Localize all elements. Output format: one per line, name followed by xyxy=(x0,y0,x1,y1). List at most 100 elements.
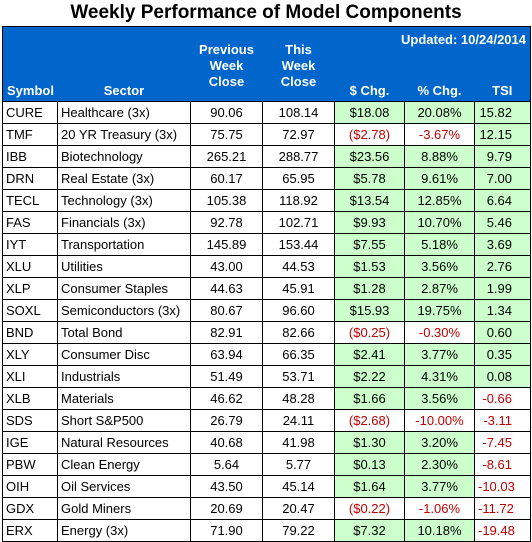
cell-this-close: 45.14 xyxy=(262,475,335,498)
cell-dollar-change: $23.56 xyxy=(334,145,405,168)
cell-sector: Industrials xyxy=(57,365,191,388)
cell-tsi: 1.99 xyxy=(474,277,531,300)
page-title: Weekly Performance of Model Components xyxy=(70,2,462,23)
cell-symbol: SOXL xyxy=(2,299,58,322)
cell-dollar-change: $1.28 xyxy=(334,277,405,300)
cell-tsi: 6.64 xyxy=(474,189,531,212)
cell-symbol: IYT xyxy=(2,233,58,256)
cell-percent-change: -10.00% xyxy=(404,409,475,432)
table-row: BND Total Bond 82.91 82.66 ($0.25) -0.30% 0.60 xyxy=(2,321,531,344)
cell-sector: Biotechnology xyxy=(57,145,191,168)
cell-tsi: -7.45 xyxy=(474,431,531,454)
cell-dollar-change: $15.93 xyxy=(334,299,405,322)
cell-this-close: 20.47 xyxy=(262,497,335,520)
header-symbol: Symbol xyxy=(2,26,58,102)
cell-dollar-change: $2.41 xyxy=(334,343,405,366)
cell-this-close: 65.95 xyxy=(262,167,335,190)
cell-this-close: 48.28 xyxy=(262,387,335,410)
cell-this-close: 108.14 xyxy=(262,101,335,124)
cell-sector: Utilities xyxy=(57,255,191,278)
cell-this-close: 153.44 xyxy=(262,233,335,256)
cell-dollar-change: $18.08 xyxy=(334,101,405,124)
table-row: GDX Gold Miners 20.69 20.47 ($0.22) -1.06% -11… xyxy=(2,497,531,520)
cell-dollar-change: $2.22 xyxy=(334,365,405,388)
cell-percent-change: 2.30% xyxy=(404,453,475,476)
cell-symbol: OIH xyxy=(2,475,58,498)
table-row: TECL Technology (3x) 105.38 118.92 $13.54 12.… xyxy=(2,189,531,212)
cell-dollar-change: ($0.22) xyxy=(334,497,405,520)
table-row: DRN Real Estate (3x) 60.17 65.95 $5.78 9.61% 7… xyxy=(2,167,531,190)
cell-dollar-change: $1.66 xyxy=(334,387,405,410)
table-row: OIH Oil Services 43.50 45.14 $1.64 3.77% -10.0… xyxy=(2,475,531,498)
table-row: TMF 20 YR Treasury (3x) 75.75 72.97 ($2.78) -… xyxy=(2,123,531,146)
cell-symbol: XLB xyxy=(2,387,58,410)
header-sector: Sector xyxy=(57,26,191,102)
cell-percent-change: 3.56% xyxy=(404,387,475,410)
performance-table: Symbol Sector Previous Week Close This W… xyxy=(2,26,531,542)
cell-previous-close: 20.69 xyxy=(190,497,263,520)
cell-symbol: XLI xyxy=(2,365,58,388)
cell-sector: Financials (3x) xyxy=(57,211,191,234)
cell-dollar-change: $7.55 xyxy=(334,233,405,256)
table-row: PBW Clean Energy 5.64 5.77 $0.13 2.30% -8.61 xyxy=(2,453,531,476)
updated-date: Updated: 10/24/2014 xyxy=(400,32,526,47)
cell-symbol: GDX xyxy=(2,497,58,520)
cell-symbol: IGE xyxy=(2,431,58,454)
cell-tsi: 9.79 xyxy=(474,145,531,168)
cell-sector: Materials xyxy=(57,387,191,410)
cell-percent-change: 3.56% xyxy=(404,255,475,278)
cell-sector: Gold Miners xyxy=(57,497,191,520)
cell-dollar-change: ($2.78) xyxy=(334,123,405,146)
cell-tsi: 0.35 xyxy=(474,343,531,366)
cell-previous-close: 44.63 xyxy=(190,277,263,300)
cell-previous-close: 75.75 xyxy=(190,123,263,146)
cell-this-close: 79.22 xyxy=(262,519,335,542)
cell-tsi: 12.15 xyxy=(474,123,531,146)
cell-this-close: 72.97 xyxy=(262,123,335,146)
cell-symbol: BND xyxy=(2,321,58,344)
cell-symbol: TMF xyxy=(2,123,58,146)
cell-tsi: 7.00 xyxy=(474,167,531,190)
cell-percent-change: 10.70% xyxy=(404,211,475,234)
cell-tsi: -3.11 xyxy=(474,409,531,432)
header-this-line3: Close xyxy=(280,74,317,89)
cell-sector: 20 YR Treasury (3x) xyxy=(57,123,191,146)
table-row: IYT Transportation 145.89 153.44 $7.55 5.18% 3… xyxy=(2,233,531,256)
cell-percent-change: 19.75% xyxy=(404,299,475,322)
cell-previous-close: 46.62 xyxy=(190,387,263,410)
table-row: SDS Short S&P500 26.79 24.11 ($2.68) -10.00% -… xyxy=(2,409,531,432)
cell-percent-change: 20.08% xyxy=(404,101,475,124)
cell-percent-change: 10.18% xyxy=(404,519,475,542)
table-row: XLB Materials 46.62 48.28 $1.66 3.56% -0.66 xyxy=(2,387,531,410)
cell-previous-close: 63.94 xyxy=(190,343,263,366)
cell-this-close: 96.60 xyxy=(262,299,335,322)
table-row: FAS Financials (3x) 92.78 102.71 $9.93 10.70%… xyxy=(2,211,531,234)
cell-sector: Oil Services xyxy=(57,475,191,498)
cell-tsi: 1.34 xyxy=(474,299,531,322)
table-row: CURE Healthcare (3x) 90.06 108.14 $18.08 20.0… xyxy=(2,101,531,124)
table-row: XLP Consumer Staples 44.63 45.91 $1.28 2.87% 1… xyxy=(2,277,531,300)
header-percent-change: % Chg. xyxy=(404,26,475,102)
cell-sector: Clean Energy xyxy=(57,453,191,476)
cell-dollar-change: $5.78 xyxy=(334,167,405,190)
cell-symbol: SDS xyxy=(2,409,58,432)
cell-tsi: 2.76 xyxy=(474,255,531,278)
cell-sector: Short S&P500 xyxy=(57,409,191,432)
cell-dollar-change: ($2.68) xyxy=(334,409,405,432)
cell-sector: Healthcare (3x) xyxy=(57,101,191,124)
table-row: IGE Natural Resources 40.68 41.98 $1.30 3.20%… xyxy=(2,431,531,454)
cell-this-close: 41.98 xyxy=(262,431,335,454)
header-this-line2: Week xyxy=(281,58,316,73)
cell-this-close: 24.11 xyxy=(262,409,335,432)
cell-percent-change: -1.06% xyxy=(404,497,475,520)
cell-percent-change: 12.85% xyxy=(404,189,475,212)
cell-symbol: FAS xyxy=(2,211,58,234)
cell-sector: Energy (3x) xyxy=(57,519,191,542)
cell-symbol: IBB xyxy=(2,145,58,168)
cell-tsi: 0.08 xyxy=(474,365,531,388)
cell-percent-change: 3.77% xyxy=(404,343,475,366)
cell-percent-change: 2.87% xyxy=(404,277,475,300)
table-header: Symbol Sector Previous Week Close This W… xyxy=(2,26,531,102)
cell-dollar-change: $1.53 xyxy=(334,255,405,278)
cell-this-close: 288.77 xyxy=(262,145,335,168)
